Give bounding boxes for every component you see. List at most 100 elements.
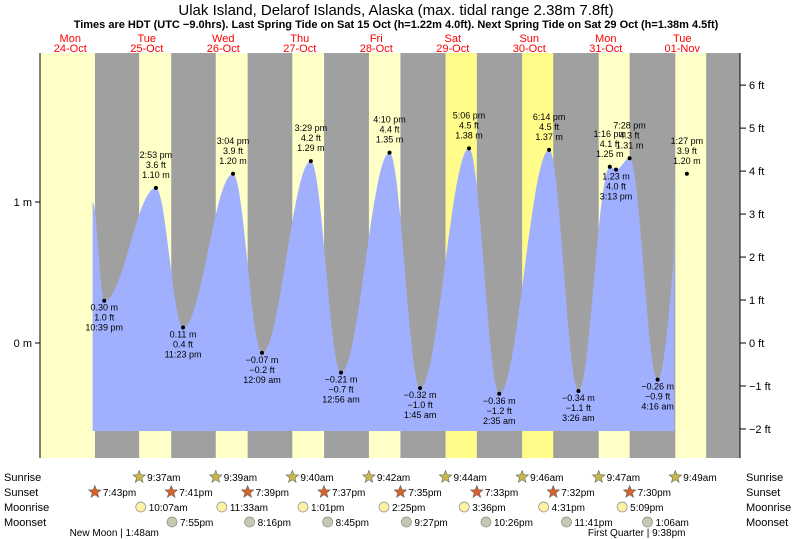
day-name: Tue xyxy=(673,33,692,45)
extreme-label: 12:09 am xyxy=(243,375,281,385)
moonrise-icon xyxy=(135,501,147,513)
extreme-dot xyxy=(627,156,632,161)
extreme-label: 1.23 m xyxy=(602,172,630,182)
moonrise-time: 5:09pm xyxy=(630,503,663,514)
sunset-icon xyxy=(622,484,637,498)
extreme-label: 4.5 ft xyxy=(539,122,560,132)
day-date: 29-Oct xyxy=(436,43,469,55)
day-date: 01-Nov xyxy=(665,43,701,55)
sunset-icon xyxy=(87,484,102,498)
astro-row-label-right: Sunset xyxy=(746,487,780,499)
extreme-dot xyxy=(153,185,158,190)
extreme-label: −0.21 m xyxy=(325,375,358,385)
moonset-icon xyxy=(401,516,412,528)
sunrise-icon xyxy=(132,469,147,483)
extreme-label: 3.6 ft xyxy=(146,160,167,170)
extreme-label: 3:29 pm xyxy=(295,123,328,133)
right-tick-label: 6 ft xyxy=(749,80,764,92)
sunset-time: 7:33pm xyxy=(485,488,518,499)
sunset-icon xyxy=(469,484,484,498)
astro-row-label-left: Moonset xyxy=(4,517,46,529)
extreme-label: 1:45 am xyxy=(404,410,437,420)
extreme-label: 7:28 pm xyxy=(613,120,646,130)
moonrise-icon xyxy=(616,501,628,513)
sunset-time: 7:41pm xyxy=(179,488,212,499)
sunrise-time: 9:49am xyxy=(683,473,716,484)
extreme-label: −0.36 m xyxy=(483,396,516,406)
moonrise-time: 3:36pm xyxy=(472,503,505,514)
sunset-icon xyxy=(240,484,255,498)
day-date: 27-Oct xyxy=(283,43,316,55)
sunset-icon xyxy=(164,484,179,498)
extreme-label: 11:23 pm xyxy=(165,349,202,359)
sunset-time: 7:37pm xyxy=(332,488,365,499)
extreme-label: 6:14 pm xyxy=(533,112,566,122)
extreme-label: 4.4 ft xyxy=(380,125,401,135)
sunset-icon xyxy=(393,484,408,498)
extreme-label: 3:13 pm xyxy=(600,192,633,202)
extreme-dot xyxy=(231,171,236,176)
astro-row-label-left: Sunrise xyxy=(4,472,41,484)
right-tick-label: 5 ft xyxy=(749,123,764,135)
sunset-icon xyxy=(317,484,331,498)
extreme-dot xyxy=(614,167,619,172)
extreme-dot xyxy=(576,388,581,393)
day-date: 24-Oct xyxy=(54,43,87,55)
extreme-label: 3.9 ft xyxy=(223,146,244,156)
astro-table: Sunrise Sunrise Sunset Sunset Moonrise Moonri… xyxy=(4,469,791,539)
sunset-time: 7:39pm xyxy=(256,488,289,499)
moonrise-time: 4:31pm xyxy=(552,503,585,514)
extreme-dot xyxy=(607,164,612,169)
moonrise-time: 2:25pm xyxy=(392,503,425,514)
extreme-dot xyxy=(102,298,107,303)
day-date: 28-Oct xyxy=(360,43,393,55)
day-date: 30-Oct xyxy=(513,43,546,55)
moonset-time: 7:55pm xyxy=(180,518,213,529)
astro-row-label-left: Moonrise xyxy=(4,502,49,514)
sunset-time: 7:35pm xyxy=(408,488,441,499)
extreme-label: 3:04 pm xyxy=(217,136,250,146)
moonrise-time: 10:07am xyxy=(149,503,188,514)
moonset-time: 11:41pm xyxy=(574,518,612,529)
extreme-label: 4:16 am xyxy=(641,402,674,412)
chart-subtitle: Times are HDT (UTC −9.0hrs). Last Spring… xyxy=(74,19,719,31)
astro-row-label-right: Moonrise xyxy=(746,502,791,514)
extreme-dot xyxy=(655,377,660,382)
daylight-band xyxy=(40,53,95,458)
day-date: 25-Oct xyxy=(130,43,163,55)
extreme-label: 4.2 ft xyxy=(301,133,322,143)
extreme-label: −0.32 m xyxy=(404,390,437,400)
right-tick-label: 4 ft xyxy=(749,166,764,178)
extreme-label: −0.34 m xyxy=(562,393,595,403)
extreme-label: 1:27 pm xyxy=(671,136,704,146)
sunrise-time: 9:46am xyxy=(530,473,563,484)
axis-layer: 1 m 0 m −2 ft −1 ft 0 ft 1 ft 2 ft 3 ft 4 ft 5 ft… xyxy=(14,80,771,436)
day-name: Fri xyxy=(370,33,383,45)
extreme-label: −1.1 ft xyxy=(566,403,592,413)
extreme-label: 1.31 m xyxy=(616,140,644,150)
moonrise-icon xyxy=(297,501,309,513)
tide-curve-area xyxy=(92,148,675,431)
extreme-label: 1.0 ft xyxy=(94,313,115,323)
day-name: Sun xyxy=(519,33,539,45)
sunrise-icon xyxy=(208,469,223,483)
moonset-icon xyxy=(480,516,492,528)
astro-row-label-left: Sunset xyxy=(4,487,38,499)
extreme-label: 1.10 m xyxy=(142,170,170,180)
left-tick-label: 1 m xyxy=(14,197,32,209)
right-tick-label: −1 ft xyxy=(749,381,771,393)
extreme-label: 4.3 ft xyxy=(620,130,641,140)
extreme-dot xyxy=(338,370,343,375)
extreme-dot xyxy=(497,391,502,396)
moonset-time: 8:16pm xyxy=(258,518,291,529)
extreme-label: 1.35 m xyxy=(376,135,404,145)
extreme-dot xyxy=(259,350,264,355)
extreme-label: 12:56 am xyxy=(322,395,360,405)
extreme-label: 0.4 ft xyxy=(173,339,194,349)
extreme-dot xyxy=(547,147,552,152)
day-date: 26-Oct xyxy=(207,43,240,55)
moonset-time: 9:27pm xyxy=(414,518,447,529)
extreme-dot xyxy=(181,325,186,330)
extreme-label: −1.2 ft xyxy=(487,406,513,416)
extreme-dot xyxy=(308,159,313,164)
